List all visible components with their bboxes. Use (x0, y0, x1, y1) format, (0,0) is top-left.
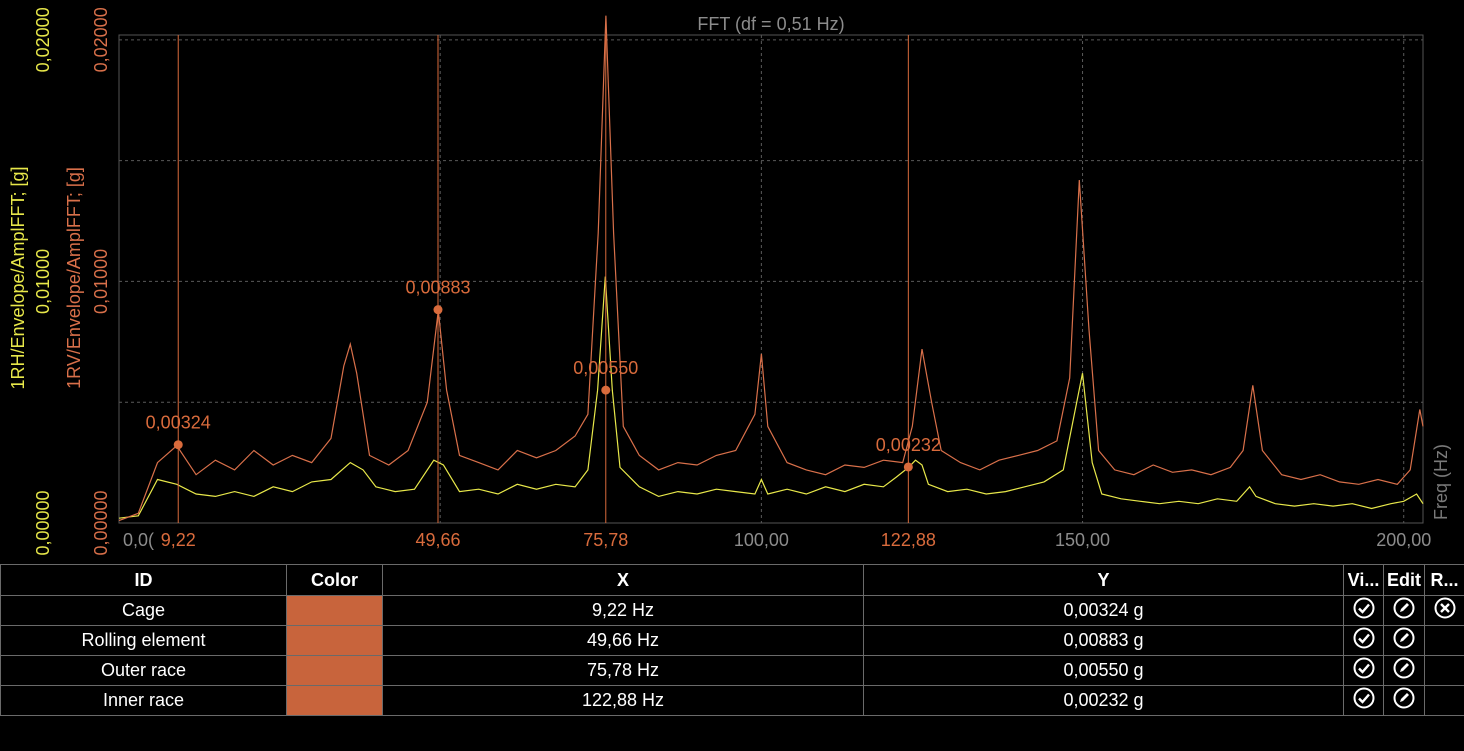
cursor-x-label: 75,78 (583, 530, 628, 550)
table-header-row: ID Color X Y Vi... Edit R... (0, 564, 1464, 596)
cell-edit[interactable] (1383, 625, 1425, 656)
cursor-marker[interactable] (433, 305, 443, 315)
close-circle-icon[interactable] (1434, 597, 1456, 624)
check-circle-icon[interactable] (1353, 627, 1375, 654)
y-tick-label-rh: 0,02000 (33, 7, 53, 72)
cursor-marker[interactable] (601, 385, 611, 395)
cell-visible[interactable] (1343, 685, 1384, 716)
pencil-circle-icon[interactable] (1393, 687, 1415, 714)
cursor-marker[interactable] (903, 462, 913, 472)
cell-visible[interactable] (1343, 595, 1384, 626)
x-tick-label: 100,00 (734, 530, 789, 550)
pencil-circle-icon[interactable] (1393, 657, 1415, 684)
color-swatch[interactable] (287, 596, 382, 625)
y-axis-label-rv: 1RV/Envelope/AmplFFT; [g] (64, 167, 84, 389)
cursor-value-label: 0,00883 (405, 278, 470, 298)
y-tick-label-rv: 0,02000 (91, 7, 111, 72)
cell-edit[interactable] (1383, 595, 1425, 626)
check-circle-icon[interactable] (1353, 597, 1375, 624)
cell-id: Outer race (0, 655, 287, 686)
cell-edit[interactable] (1383, 655, 1425, 686)
chart-title: FFT (df = 0,51 Hz) (697, 14, 844, 34)
cursor-marker[interactable] (173, 440, 183, 450)
cell-remove (1424, 625, 1464, 656)
series-layer (118, 15, 1424, 522)
cursor-value-label: 0,00550 (573, 358, 638, 378)
cell-y: 0,00550 g (863, 655, 1344, 686)
column-header-id[interactable]: ID (0, 564, 287, 596)
axis-layer: 0,0( 100,00 150,00 200,00 0,00000 0,01000 0,02… (33, 7, 1431, 555)
cell-visible[interactable] (1343, 655, 1384, 686)
x-axis-label: Freq (Hz) (1431, 444, 1451, 520)
cell-y: 0,00883 g (863, 625, 1344, 656)
table-row[interactable]: Rolling element 49,66 Hz 0,00883 g (0, 625, 1464, 656)
cell-visible[interactable] (1343, 625, 1384, 656)
color-swatch[interactable] (287, 686, 382, 715)
cell-color[interactable] (286, 685, 383, 716)
column-header-remove[interactable]: R... (1424, 564, 1464, 596)
column-header-y[interactable]: Y (863, 564, 1344, 596)
x-tick-label: 0,0( (123, 530, 154, 550)
table-row[interactable]: Inner race 122,88 Hz 0,00232 g (0, 685, 1464, 716)
cursor-x-label: 122,88 (881, 530, 936, 550)
plot-frame (118, 34, 1424, 524)
cursor-value-label: 0,00232 (876, 435, 941, 455)
cell-x: 9,22 Hz (382, 595, 864, 626)
cell-x: 75,78 Hz (382, 655, 864, 686)
table-row[interactable]: Outer race 75,78 Hz 0,00550 g (0, 655, 1464, 686)
series-line-1rh (118, 276, 1424, 519)
color-swatch[interactable] (287, 656, 382, 685)
pencil-circle-icon[interactable] (1393, 627, 1415, 654)
y-tick-label-rv: 0,00000 (91, 490, 111, 555)
series-line-1rv (118, 15, 1424, 522)
cell-id: Rolling element (0, 625, 287, 656)
column-header-edit[interactable]: Edit (1383, 564, 1425, 596)
cell-id: Inner race (0, 685, 287, 716)
cell-color[interactable] (286, 625, 383, 656)
cursor-x-label: 49,66 (415, 530, 460, 550)
cell-y: 0,00324 g (863, 595, 1344, 626)
cursor-value-label: 0,00324 (146, 413, 211, 433)
x-tick-label: 150,00 (1055, 530, 1110, 550)
check-circle-icon[interactable] (1353, 687, 1375, 714)
y-tick-label-rh: 0,01000 (33, 249, 53, 314)
cursor-x-label: 9,22 (161, 530, 196, 550)
cell-id: Cage (0, 595, 287, 626)
check-circle-icon[interactable] (1353, 657, 1375, 684)
chart-grid (119, 35, 1423, 523)
x-tick-label: 200,00 (1376, 530, 1431, 550)
color-swatch[interactable] (287, 626, 382, 655)
table-row[interactable]: Cage 9,22 Hz 0,00324 g (0, 595, 1464, 626)
column-header-visible[interactable]: Vi... (1343, 564, 1384, 596)
cell-edit[interactable] (1383, 685, 1425, 716)
cell-x: 49,66 Hz (382, 625, 864, 656)
cell-remove (1424, 685, 1464, 716)
column-header-color[interactable]: Color (286, 564, 383, 596)
cell-remove[interactable] (1424, 595, 1464, 626)
y-tick-label-rv: 0,01000 (91, 249, 111, 314)
pencil-circle-icon[interactable] (1393, 597, 1415, 624)
cell-remove (1424, 655, 1464, 686)
cell-x: 122,88 Hz (382, 685, 864, 716)
y-axis-label-rh: 1RH/Envelope/AmplFFT; [g] (8, 166, 28, 389)
y-tick-label-rh: 0,00000 (33, 490, 53, 555)
fft-chart[interactable]: 0,00324 9,22 0,00883 49,66 0,00550 75,78 0,002… (0, 0, 1464, 564)
cell-color[interactable] (286, 595, 383, 626)
column-header-x[interactable]: X (382, 564, 864, 596)
cursor-layer[interactable]: 0,00324 9,22 0,00883 49,66 0,00550 75,78 0,002… (146, 35, 941, 550)
cell-y: 0,00232 g (863, 685, 1344, 716)
cursor-table: ID Color X Y Vi... Edit R... Cage 9,22 Hz… (0, 564, 1464, 716)
cell-color[interactable] (286, 655, 383, 686)
